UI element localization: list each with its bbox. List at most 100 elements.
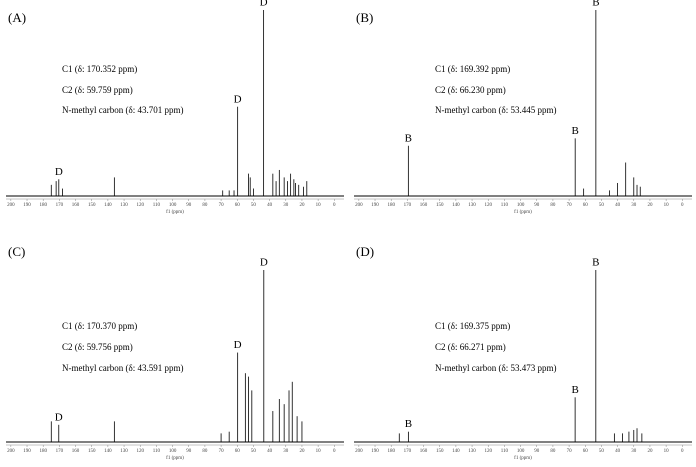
annotation: N-methyl carbon (δ: 43.701 ppm): [62, 105, 183, 115]
x-tick-label: 80: [550, 449, 556, 454]
x-tick-label: 70: [567, 203, 573, 208]
annotation: C1 (δ: 170.352 ppm): [62, 64, 137, 74]
x-tick-label: 120: [136, 449, 144, 454]
panel-label: (C): [8, 244, 25, 259]
x-tick-label: 140: [104, 203, 112, 208]
x-tick-label: 200: [355, 449, 363, 454]
x-tick-label: 140: [104, 449, 112, 454]
x-tick-label: 60: [583, 449, 589, 454]
x-tick-label: 50: [251, 203, 257, 208]
annotation: N-methyl carbon (δ: 53.473 ppm): [435, 363, 556, 373]
x-tick-label: 10: [664, 449, 670, 454]
x-tick-label: 180: [39, 449, 47, 454]
x-tick-label: 180: [387, 449, 395, 454]
x-axis-label: f1 (ppm): [166, 456, 184, 461]
x-tick-label: 150: [88, 449, 96, 454]
x-tick-label: 30: [283, 449, 289, 454]
peak-label: B: [571, 384, 578, 396]
x-tick-label: 130: [468, 203, 476, 208]
x-tick-label: 90: [186, 449, 192, 454]
x-tick-label: 120: [136, 203, 144, 208]
x-tick-label: 10: [664, 203, 670, 208]
peak-label: B: [405, 132, 412, 144]
x-tick-label: 60: [235, 449, 241, 454]
x-tick-label: 150: [436, 203, 444, 208]
x-tick-label: 120: [484, 449, 492, 454]
peak-label: D: [55, 166, 63, 178]
peak-label: D: [55, 411, 63, 423]
x-tick-label: 50: [599, 203, 605, 208]
x-tick-label: 10: [316, 449, 322, 454]
x-tick-label: 90: [186, 203, 192, 208]
annotation: C2 (δ: 66.271 ppm): [435, 342, 506, 352]
x-tick-label: 100: [169, 203, 177, 208]
x-tick-label: 170: [404, 449, 412, 454]
x-tick-label: 160: [72, 449, 80, 454]
panel-label: (A): [8, 10, 26, 25]
peak-label: B: [592, 0, 599, 9]
x-tick-label: 70: [567, 449, 573, 454]
annotation: C1 (δ: 169.392 ppm): [435, 64, 510, 74]
x-tick-label: 100: [517, 449, 525, 454]
x-tick-label: 60: [235, 203, 241, 208]
peak-label: D: [234, 93, 242, 105]
x-tick-label: 60: [583, 203, 589, 208]
x-tick-label: 20: [647, 449, 653, 454]
x-tick-label: 80: [202, 203, 208, 208]
x-axis-label: f1 (ppm): [514, 456, 532, 461]
x-tick-label: 20: [299, 449, 305, 454]
peak-label: D: [260, 0, 268, 9]
x-tick-label: 160: [72, 203, 80, 208]
x-tick-label: 40: [615, 449, 621, 454]
x-tick-label: 50: [251, 449, 257, 454]
x-tick-label: 180: [39, 203, 47, 208]
annotation: C1 (δ: 170.370 ppm): [62, 321, 137, 331]
x-tick-label: 110: [153, 203, 161, 208]
x-tick-label: 70: [219, 203, 225, 208]
peak-label: D: [234, 339, 242, 351]
x-tick-label: 0: [681, 449, 684, 454]
x-tick-label: 120: [484, 203, 492, 208]
panel-label: (B): [356, 10, 373, 25]
x-tick-label: 0: [333, 203, 336, 208]
x-tick-label: 130: [120, 203, 128, 208]
x-tick-label: 30: [283, 203, 289, 208]
annotation: C2 (δ: 59.756 ppm): [62, 342, 133, 352]
x-tick-label: 170: [56, 449, 64, 454]
panel-label: (D): [356, 244, 374, 259]
x-tick-label: 160: [420, 203, 428, 208]
x-tick-label: 140: [452, 449, 460, 454]
x-tick-label: 160: [420, 449, 428, 454]
x-tick-label: 130: [468, 449, 476, 454]
x-tick-label: 30: [631, 449, 637, 454]
x-tick-label: 100: [169, 449, 177, 454]
x-tick-label: 90: [534, 203, 540, 208]
x-tick-label: 190: [23, 203, 31, 208]
x-tick-label: 80: [550, 203, 556, 208]
annotation: N-methyl carbon (δ: 43.591 ppm): [62, 363, 183, 373]
x-tick-label: 150: [436, 449, 444, 454]
x-tick-label: 50: [599, 449, 605, 454]
x-tick-label: 200: [355, 203, 363, 208]
peak-label: B: [592, 257, 599, 269]
annotation: C2 (δ: 59.759 ppm): [62, 85, 133, 95]
x-tick-label: 150: [88, 203, 96, 208]
peak-label: D: [260, 257, 268, 269]
x-axis-label: f1 (ppm): [514, 210, 532, 215]
x-tick-label: 110: [153, 449, 161, 454]
annotation: N-methyl carbon (δ: 53.445 ppm): [435, 105, 556, 115]
x-tick-label: 30: [631, 203, 637, 208]
x-tick-label: 200: [7, 203, 15, 208]
peak-label: B: [572, 125, 579, 137]
x-tick-label: 200: [7, 449, 15, 454]
x-tick-label: 80: [202, 449, 208, 454]
x-tick-label: 140: [452, 203, 460, 208]
x-tick-label: 40: [267, 203, 273, 208]
x-tick-label: 20: [299, 203, 305, 208]
x-tick-label: 130: [120, 449, 128, 454]
x-tick-label: 110: [501, 449, 509, 454]
x-tick-label: 110: [501, 203, 509, 208]
x-tick-label: 20: [647, 203, 653, 208]
x-tick-label: 70: [219, 449, 225, 454]
